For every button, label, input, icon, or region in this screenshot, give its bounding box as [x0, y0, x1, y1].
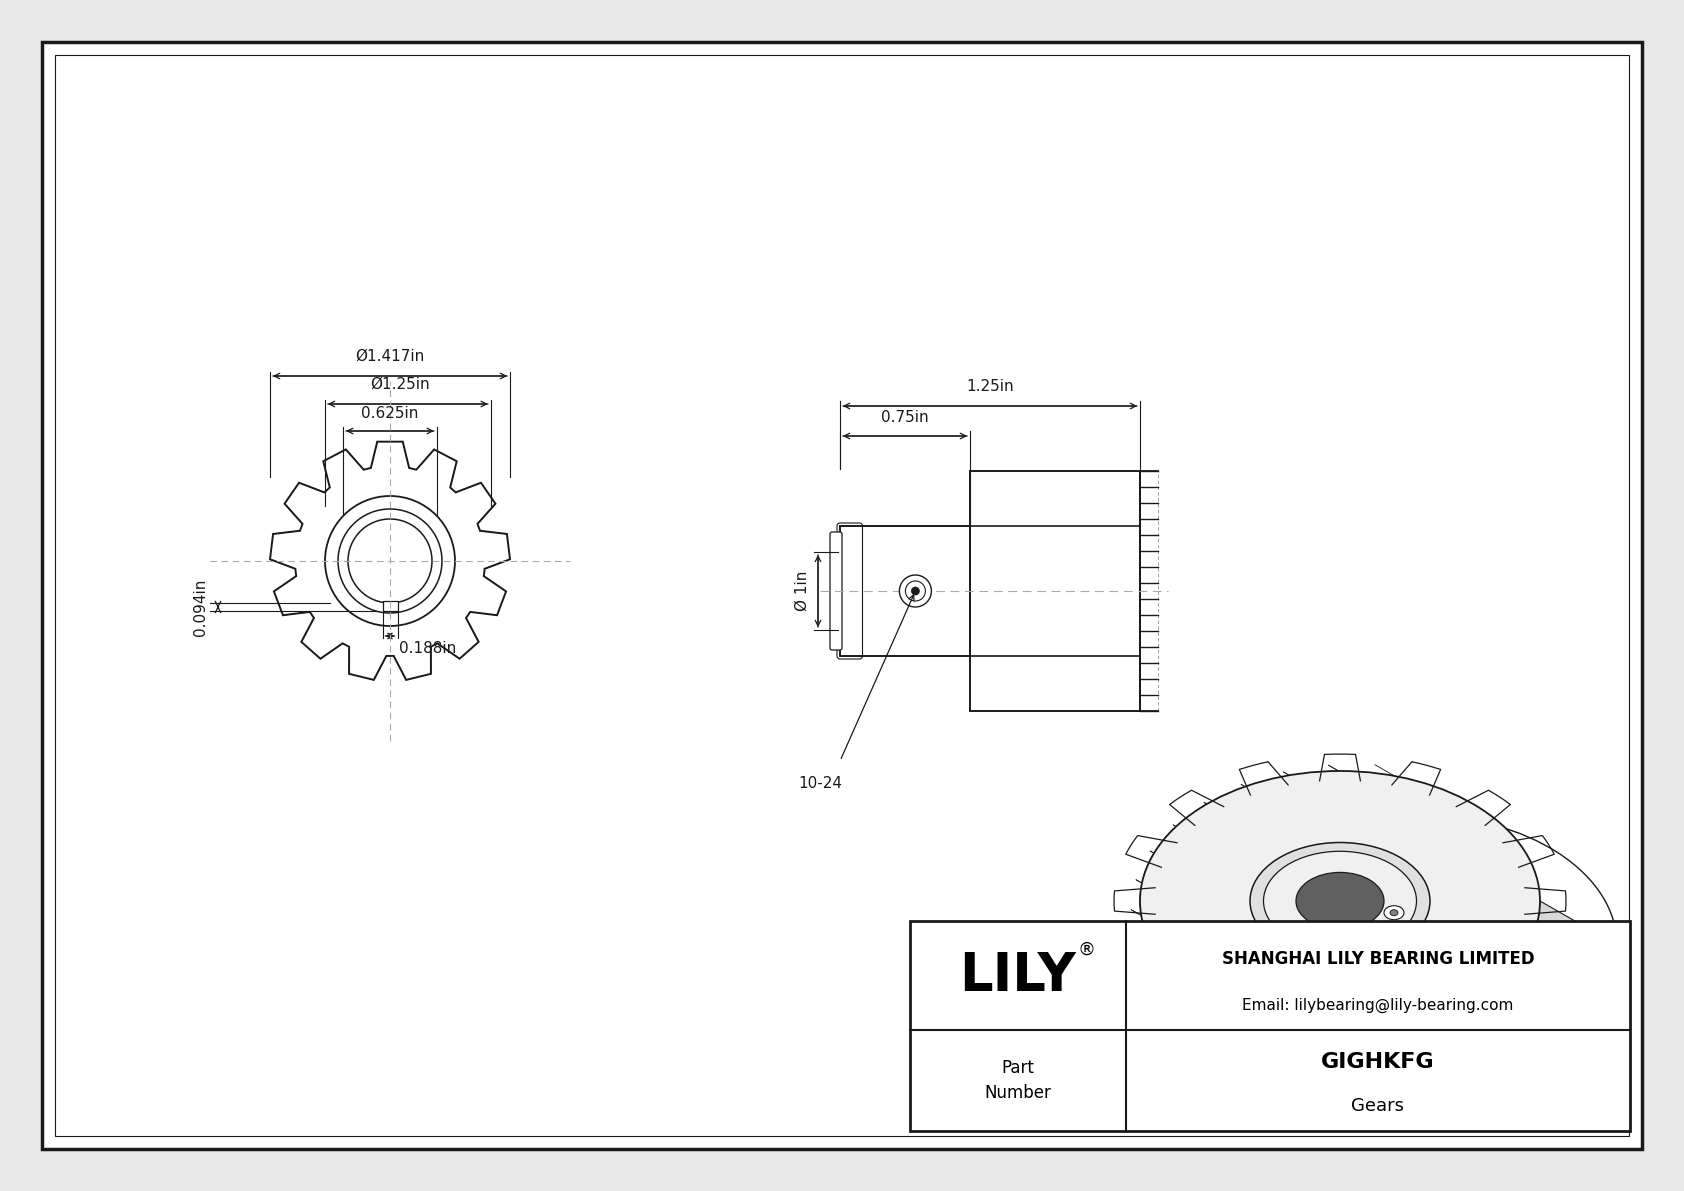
- Text: LILY: LILY: [960, 949, 1076, 1002]
- Text: 10-24: 10-24: [798, 777, 842, 791]
- Ellipse shape: [1263, 852, 1416, 950]
- Text: GIGHKFG: GIGHKFG: [1322, 1052, 1435, 1072]
- FancyBboxPatch shape: [830, 532, 842, 650]
- Text: ®: ®: [1078, 941, 1095, 959]
- Bar: [840, 526, 970, 656]
- Circle shape: [911, 587, 919, 596]
- Text: Ø 1in: Ø 1in: [795, 570, 810, 611]
- Text: Email: lilybearing@lily-bearing.com: Email: lilybearing@lily-bearing.com: [1243, 997, 1514, 1012]
- Ellipse shape: [1250, 842, 1430, 960]
- Circle shape: [899, 575, 931, 607]
- Circle shape: [325, 495, 455, 626]
- Text: 0.094in: 0.094in: [194, 579, 209, 636]
- Circle shape: [349, 519, 433, 603]
- Text: 0.75in: 0.75in: [881, 410, 930, 425]
- Text: SHANGHAI LILY BEARING LIMITED: SHANGHAI LILY BEARING LIMITED: [1221, 949, 1534, 968]
- Text: Gears: Gears: [1352, 1097, 1404, 1115]
- Text: 1.25in: 1.25in: [967, 379, 1014, 394]
- Bar: [382, 601, 397, 611]
- Text: Ø1.25in: Ø1.25in: [370, 378, 429, 392]
- Ellipse shape: [1297, 872, 1384, 930]
- Bar: [909, 921, 1630, 1131]
- Polygon shape: [1140, 836, 1617, 1075]
- Ellipse shape: [1140, 771, 1539, 1031]
- Text: 0.625in: 0.625in: [362, 406, 419, 420]
- Bar: [970, 470, 1140, 711]
- Ellipse shape: [1384, 905, 1404, 919]
- Circle shape: [338, 509, 441, 613]
- Text: 0.188in: 0.188in: [399, 641, 456, 656]
- Ellipse shape: [1389, 910, 1398, 916]
- Text: Ø1.417in: Ø1.417in: [355, 349, 424, 364]
- Circle shape: [906, 581, 926, 601]
- Text: Part
Number: Part Number: [985, 1059, 1051, 1102]
- Polygon shape: [269, 442, 510, 680]
